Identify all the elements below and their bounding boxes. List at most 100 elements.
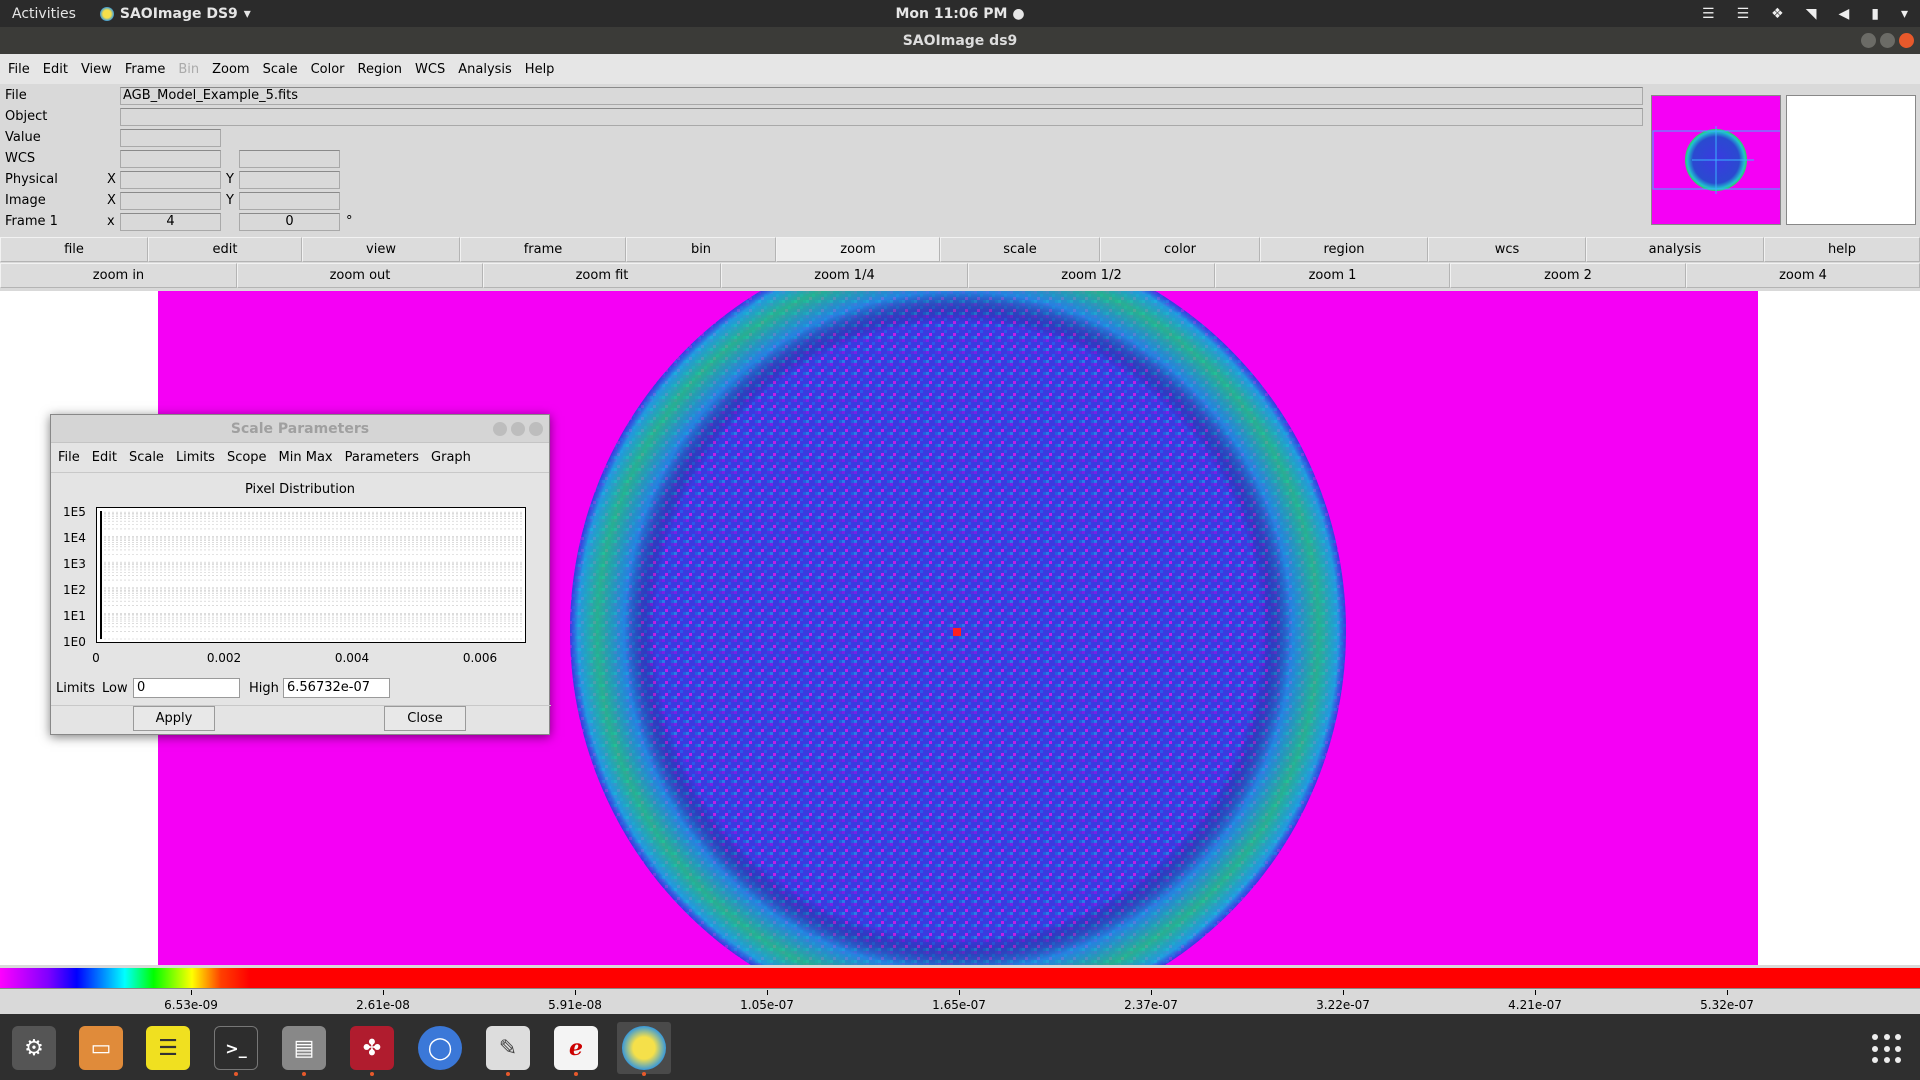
dialog-menu-scale[interactable]: Scale xyxy=(128,450,164,465)
dialog-menu-limits[interactable]: Limits xyxy=(175,450,215,465)
object-label: Object xyxy=(5,109,48,124)
clock[interactable]: Mon 11:06 PM ● xyxy=(895,6,1024,22)
apply-button[interactable]: Apply xyxy=(133,706,215,731)
colorbar[interactable] xyxy=(0,968,1920,989)
dock-evince[interactable]: ℯ xyxy=(549,1022,603,1076)
physical-y-field xyxy=(239,171,340,189)
dialog-menu-graph[interactable]: Graph xyxy=(431,450,471,465)
btn-edit[interactable]: edit xyxy=(148,237,302,262)
btn-help[interactable]: help xyxy=(1764,237,1920,262)
mendeley-icon: ✤ xyxy=(350,1026,394,1070)
menu-view[interactable]: View xyxy=(80,61,112,77)
btn-zoom-1[interactable]: zoom 1 xyxy=(1215,263,1450,288)
btn-zoom-half[interactable]: zoom 1/2 xyxy=(968,263,1215,288)
menu-frame[interactable]: Frame xyxy=(124,61,166,77)
menu-bin[interactable]: Bin xyxy=(178,61,200,77)
maximize-button[interactable] xyxy=(1880,33,1895,48)
menu-region[interactable]: Region xyxy=(357,61,403,77)
btn-zoom[interactable]: zoom xyxy=(776,237,940,262)
dock-file-manager[interactable]: ▤ xyxy=(277,1022,331,1076)
x-tick-label: 0.002 xyxy=(206,651,242,665)
btn-analysis[interactable]: analysis xyxy=(1586,237,1764,262)
btn-frame[interactable]: frame xyxy=(460,237,626,262)
x-tick-label: 0.006 xyxy=(462,651,498,665)
image-x-field xyxy=(120,192,221,210)
frame-x-label: x xyxy=(107,214,115,229)
tray-chevron-icon[interactable]: ▾ xyxy=(1900,5,1908,22)
btn-scale[interactable]: scale xyxy=(940,237,1100,262)
dialog-menu-edit[interactable]: Edit xyxy=(91,450,117,465)
minimize-button[interactable] xyxy=(1861,33,1876,48)
dock-notes[interactable]: ☰ xyxy=(141,1022,195,1074)
y-tick-label: 1E4 xyxy=(63,531,86,545)
show-applications-icon[interactable] xyxy=(1872,1034,1902,1064)
btn-zoom-out[interactable]: zoom out xyxy=(237,263,483,288)
menu-file[interactable]: File xyxy=(8,61,30,77)
dialog-minimize-button[interactable] xyxy=(493,422,507,436)
info-panel: File AGB_Model_Example_5.fits Object Val… xyxy=(0,86,1648,234)
panner-view[interactable] xyxy=(1651,95,1781,225)
dialog-close-button[interactable] xyxy=(529,422,543,436)
window-title-bar: SAOImage ds9 xyxy=(0,27,1920,54)
fits-image[interactable] xyxy=(158,291,1758,965)
dialog-maximize-button[interactable] xyxy=(511,422,525,436)
menu-edit[interactable]: Edit xyxy=(42,61,68,77)
dialog-menu-scope[interactable]: Scope xyxy=(226,450,267,465)
battery-icon[interactable]: ▮ xyxy=(1871,5,1879,22)
object-field xyxy=(120,108,1643,126)
settings-gear-icon: ⚙ xyxy=(12,1026,56,1070)
dock-terminal[interactable]: >_ xyxy=(209,1022,263,1076)
chevron-down-icon: ▾ xyxy=(243,5,251,22)
btn-view[interactable]: view xyxy=(302,237,460,262)
physical-label: Physical xyxy=(5,172,58,187)
app-menu[interactable]: SAOImage DS9 ▾ xyxy=(99,5,251,22)
low-input[interactable]: 0 xyxy=(133,678,240,698)
menu-help[interactable]: Help xyxy=(524,61,555,77)
dock-settings[interactable]: ⚙ xyxy=(7,1022,61,1074)
wifi-icon[interactable]: ◥ xyxy=(1805,5,1817,22)
dock-mendeley[interactable]: ✤ xyxy=(345,1022,399,1076)
menu-scale[interactable]: Scale xyxy=(262,61,298,77)
close-dialog-button[interactable]: Close xyxy=(384,706,466,731)
menu-list-icon[interactable]: ☰ xyxy=(1702,5,1715,22)
magnifier-view xyxy=(1786,95,1916,225)
dock-files[interactable]: ▭ xyxy=(74,1022,128,1074)
btn-zoom-quarter[interactable]: zoom 1/4 xyxy=(721,263,968,288)
menu-color[interactable]: Color xyxy=(310,61,345,77)
menu-wcs[interactable]: WCS xyxy=(415,61,446,77)
btn-zoom-in[interactable]: zoom in xyxy=(0,263,237,288)
menu-zoom[interactable]: Zoom xyxy=(212,61,250,77)
info-row-frame: Frame 1 x 4 0 ° xyxy=(0,212,1648,233)
btn-color[interactable]: color xyxy=(1100,237,1260,262)
btn-bin[interactable]: bin xyxy=(626,237,776,262)
pixel-distribution-graph[interactable] xyxy=(96,507,526,643)
menu-bar: File Edit View Frame Bin Zoom Scale Colo… xyxy=(0,54,1920,84)
dialog-menu-minmax[interactable]: Min Max xyxy=(278,450,333,465)
activities-button[interactable]: Activities xyxy=(12,5,76,22)
btn-zoom-2[interactable]: zoom 2 xyxy=(1450,263,1686,288)
menu-analysis[interactable]: Analysis xyxy=(458,61,512,77)
limits-row: Limits Low 0 High 6.56732e-07 xyxy=(51,677,551,701)
high-input[interactable]: 6.56732e-07 xyxy=(283,678,390,698)
info-row-wcs: WCS xyxy=(0,149,1648,170)
dropbox-icon[interactable]: ❖ xyxy=(1771,5,1784,22)
terminal-icon: >_ xyxy=(214,1026,258,1070)
dock-ds9[interactable] xyxy=(617,1022,671,1076)
btn-zoom-fit[interactable]: zoom fit xyxy=(483,263,721,288)
dock-chromium[interactable]: ◯ xyxy=(413,1022,467,1074)
colorbar-labels: 6.53e-09 2.61e-08 5.91e-08 1.05e-07 1.65… xyxy=(0,990,1920,1014)
document-viewer-icon: ℯ xyxy=(554,1026,598,1070)
btn-zoom-4[interactable]: zoom 4 xyxy=(1686,263,1920,288)
close-button[interactable] xyxy=(1899,33,1914,48)
btn-wcs[interactable]: wcs xyxy=(1428,237,1586,262)
dialog-menu-parameters[interactable]: Parameters xyxy=(344,450,420,465)
dialog-menu-file[interactable]: File xyxy=(58,450,80,465)
volume-icon[interactable]: ◀ xyxy=(1838,5,1850,22)
menu-list-icon-2[interactable]: ☰ xyxy=(1736,5,1750,22)
x-tick-label: 0.004 xyxy=(334,651,370,665)
dock-text-editor[interactable]: ✎ xyxy=(481,1022,535,1076)
btn-file[interactable]: file xyxy=(0,237,148,262)
image-label: Image xyxy=(5,193,46,208)
btn-region[interactable]: region xyxy=(1260,237,1428,262)
system-tray[interactable]: ☰ ☰ ❖ ◥ ◀ ▮ ▾ xyxy=(1702,6,1908,22)
